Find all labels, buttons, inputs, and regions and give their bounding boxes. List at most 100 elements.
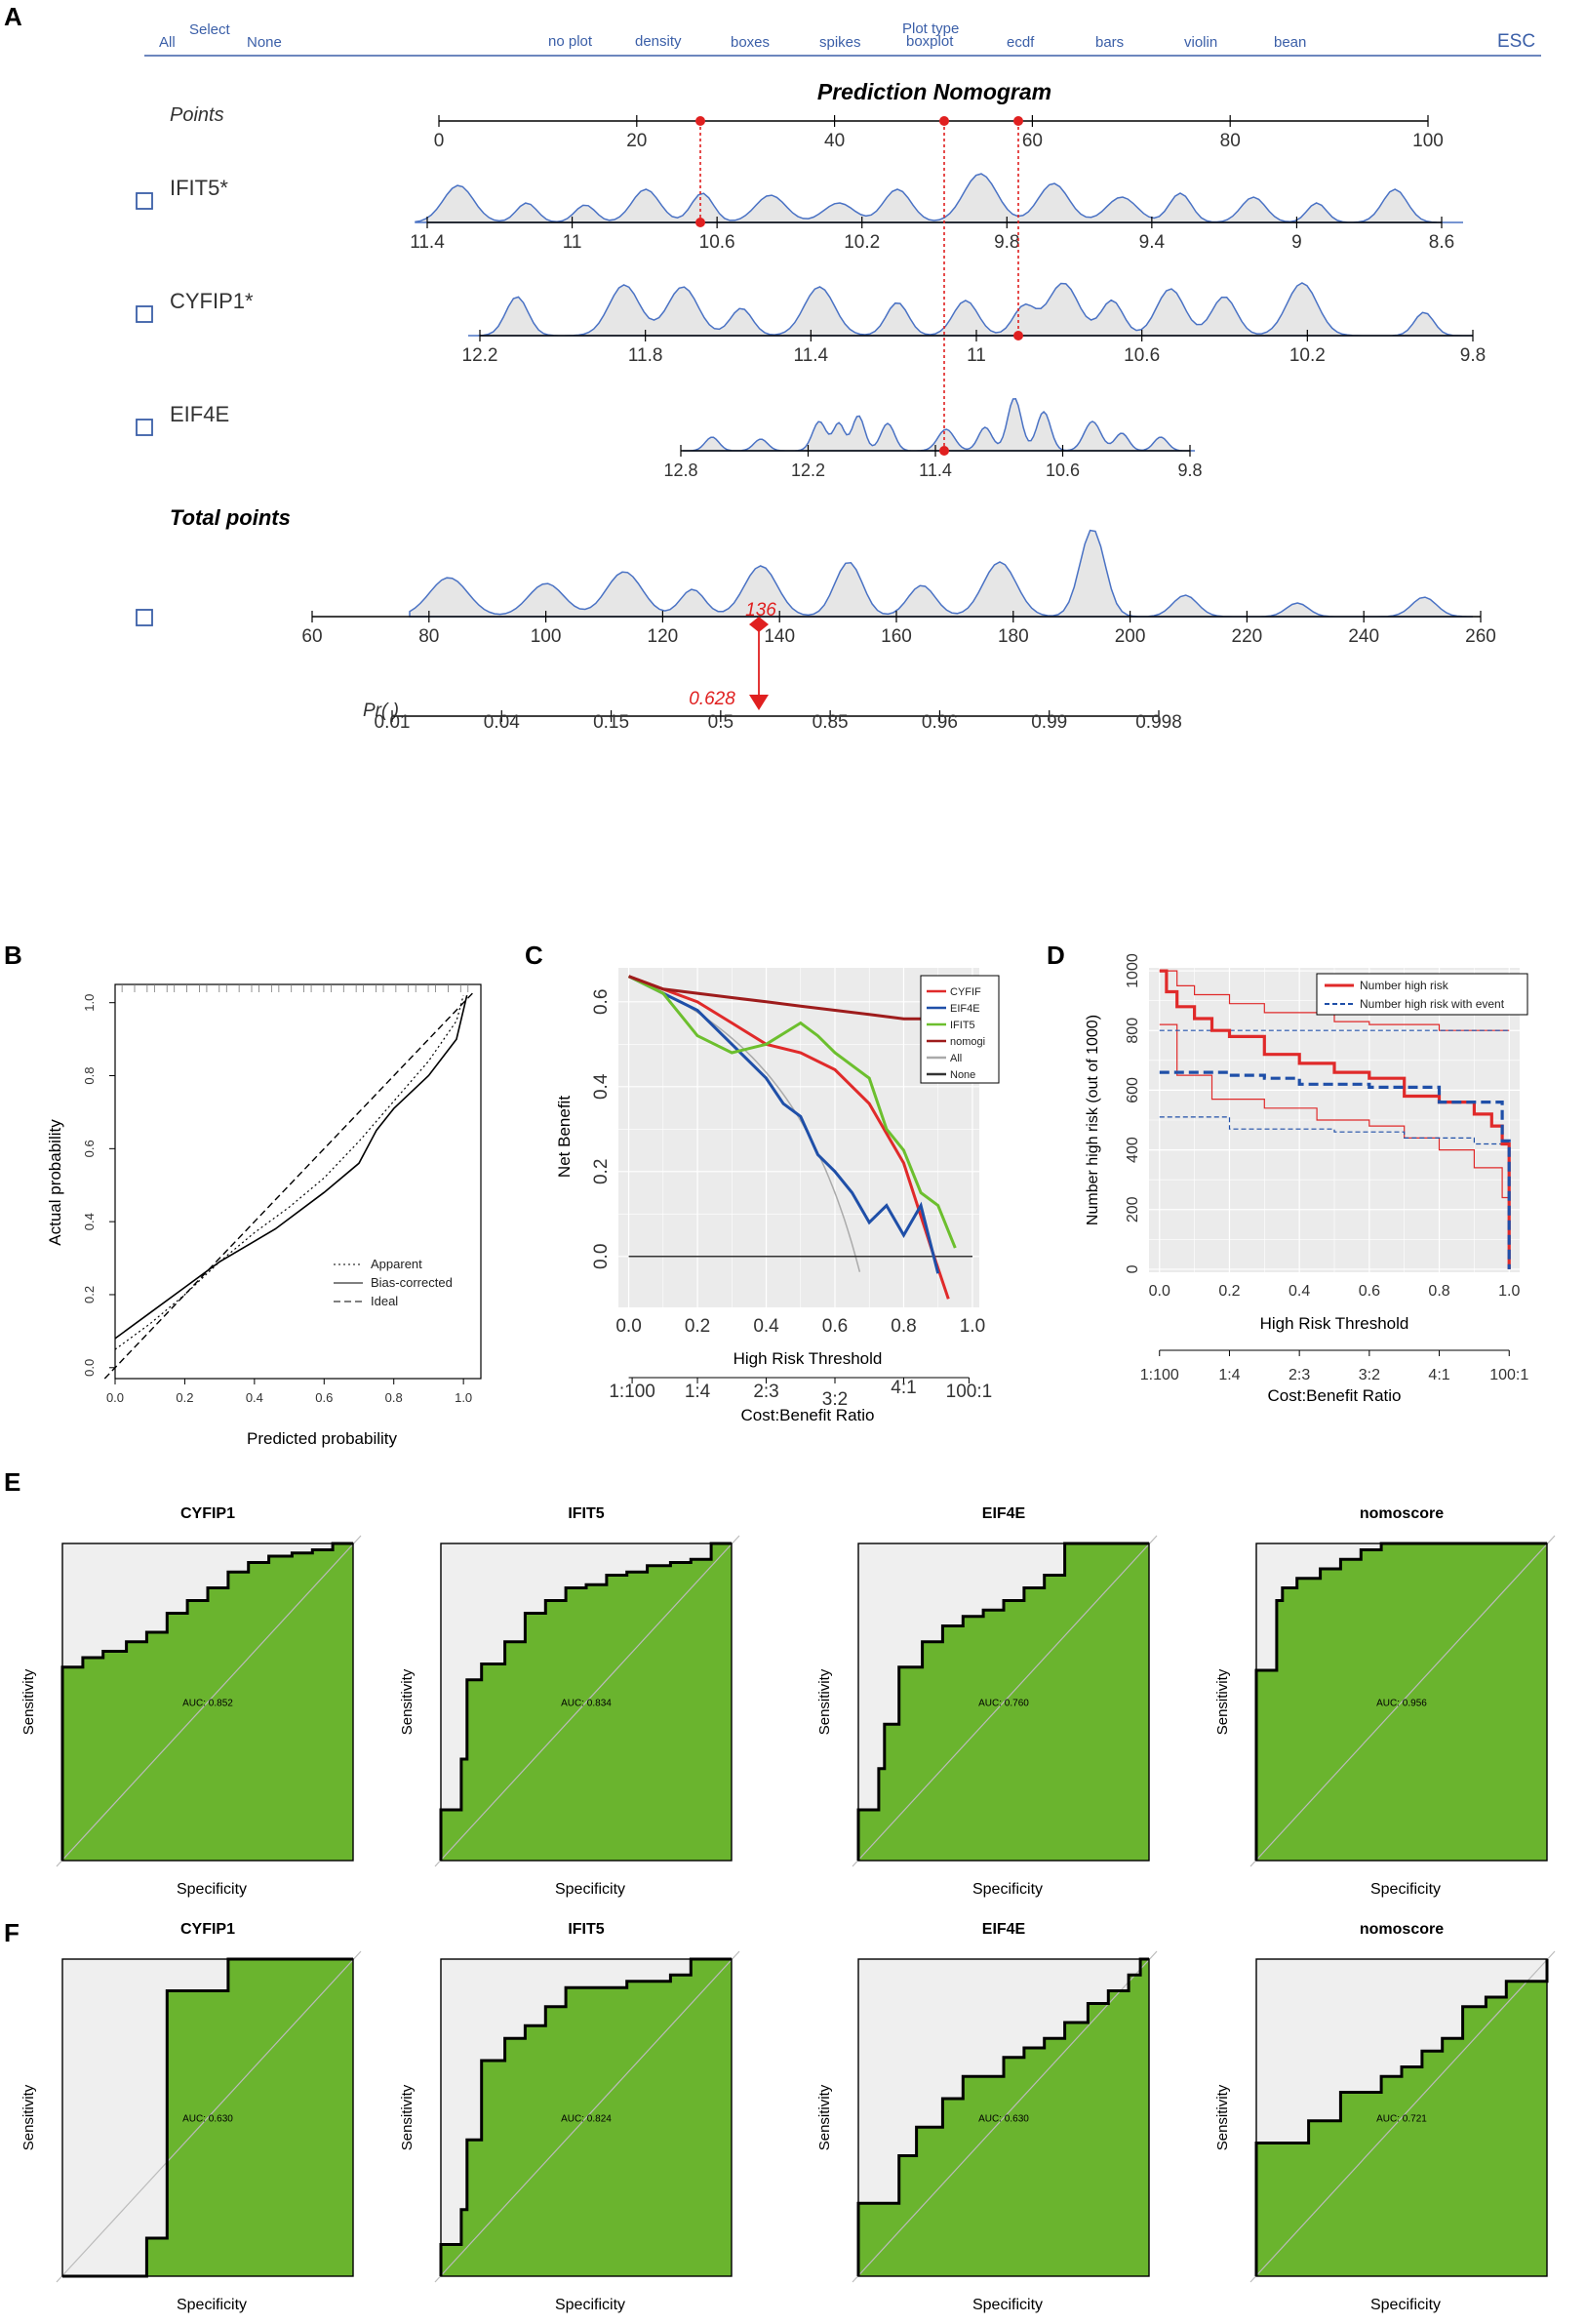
calibration-xlabel: Predicted probability xyxy=(247,1429,398,1448)
menu-none[interactable]: None xyxy=(247,34,282,51)
points-tick-label: 20 xyxy=(626,131,647,151)
calibration-xtick-label: 0.6 xyxy=(315,1390,333,1405)
cic-legend-label: Number high risk with event xyxy=(1360,997,1505,1011)
calibration-ytick-label: 0.6 xyxy=(82,1140,97,1157)
total-density xyxy=(409,529,1473,618)
roc-diagonal xyxy=(1249,1950,1556,2283)
cic-xlabel: High Risk Threshold xyxy=(1260,1314,1409,1333)
dca-ratio-label: 4:1 xyxy=(891,1378,916,1398)
cic-ytick-label: 400 xyxy=(1125,1137,1141,1163)
total-tick-label: 120 xyxy=(648,626,679,647)
marker-point xyxy=(1013,331,1023,341)
cyfip1-tick-label: 9.8 xyxy=(1460,345,1486,366)
dca-xtick-label: 0.8 xyxy=(891,1316,916,1337)
cic-ratio-label: 3:2 xyxy=(1359,1367,1380,1383)
total-points-checkbox[interactable] xyxy=(136,609,153,626)
roc-plot-ifit5: IFIT5 AUC: 0.834 Specificity Sensitivity xyxy=(399,1505,740,1898)
dca-legend-box xyxy=(920,975,1000,1084)
ifit5-tick-label: 9.4 xyxy=(1139,232,1166,253)
total-tick-label: 160 xyxy=(881,626,912,647)
ifit5-tick-label: 10.2 xyxy=(844,232,880,253)
ifit5-tick-label: 10.6 xyxy=(699,232,735,253)
ifit5-density xyxy=(415,173,1463,223)
menu-boxes[interactable]: boxes xyxy=(731,34,770,51)
menu-plot-type: Plot type xyxy=(902,20,959,37)
cic-ytick-label: 0 xyxy=(1125,1264,1141,1273)
cic-ratio-label: 4:1 xyxy=(1428,1367,1449,1383)
roc-xlabel: Specificity xyxy=(555,2297,625,2313)
roc-plot-ifit5: IFIT5 AUC: 0.824 Specificity Sensitivity xyxy=(399,1921,740,2313)
ifit5-checkbox[interactable] xyxy=(136,192,153,210)
prob-arrow xyxy=(749,695,769,710)
roc-ylabel: Sensitivity xyxy=(1214,2084,1231,2150)
calibration-xtick-label: 0.4 xyxy=(246,1390,263,1405)
points-tick-label: 0 xyxy=(434,131,445,151)
eif4e-tick-label: 12.2 xyxy=(791,461,825,480)
cic-ytick-label: 800 xyxy=(1125,1018,1141,1044)
roc-plot-cyfip1: CYFIP1 AUC: 0.630 Specificity Sensitivity xyxy=(20,1921,362,2313)
menu-bean[interactable]: bean xyxy=(1274,34,1306,51)
pr-tick-label: 0.04 xyxy=(484,712,520,733)
nomogram-scales: 0 20 40 60 80 100 11.4 11 10.6 10.2 9.8 9.4 9 8.6 12.2… xyxy=(301,115,1496,733)
cic-high-risk-upper xyxy=(1159,970,1510,1031)
menu-bars[interactable]: bars xyxy=(1095,34,1124,51)
cyfip1-tick-label: 11.4 xyxy=(794,345,829,366)
roc-title: nomoscore xyxy=(1360,1505,1444,1522)
cic-xtick-label: 0.6 xyxy=(1359,1283,1380,1300)
cyfip1-density xyxy=(468,282,1473,337)
total-tick-label: 200 xyxy=(1115,626,1146,647)
marker-point xyxy=(695,116,705,126)
calibration-plot-frame xyxy=(114,983,482,1380)
dca-ytick-label: 0.4 xyxy=(591,1073,612,1100)
menu-boxplot[interactable]: boxplot xyxy=(906,33,954,50)
roc-xlabel: Specificity xyxy=(555,1881,625,1898)
roc-diagonal xyxy=(852,1535,1158,1867)
roc-frame xyxy=(857,1543,1150,1862)
cyfip1-tick-label: 11 xyxy=(967,345,986,366)
roc-plot-nomoscore: nomoscore AUC: 0.721 Specificity Sensitivit… xyxy=(1214,1921,1556,2313)
calibration-ytick-label: 0.2 xyxy=(82,1286,97,1303)
panel-a: A All Select None no plot density boxes … xyxy=(4,2,1541,733)
pr-tick-label: 0.99 xyxy=(1031,712,1067,733)
prob-value-label: 0.628 xyxy=(689,689,735,709)
roc-xlabel: Specificity xyxy=(177,2297,247,2313)
roc-auc-label: AUC: 0.630 xyxy=(978,2114,1029,2125)
menu-no-plot[interactable]: no plot xyxy=(548,33,593,50)
calibration-line-apparent xyxy=(114,995,464,1350)
calibration-line-bias-corrected xyxy=(114,995,468,1340)
roc-curve xyxy=(1254,1959,1549,2276)
cyfip1-checkbox[interactable] xyxy=(136,305,153,323)
roc-curve xyxy=(439,1542,732,1861)
menu-violin[interactable]: violin xyxy=(1184,34,1217,51)
calibration-ytick-label: 0.8 xyxy=(82,1066,97,1084)
cyfip1-tick-label: 10.2 xyxy=(1289,345,1326,366)
roc-title: EIF4E xyxy=(982,1505,1026,1522)
roc-title: CYFIP1 xyxy=(180,1505,235,1522)
marker-point xyxy=(939,116,949,126)
eif4e-checkbox[interactable] xyxy=(136,419,153,436)
menu-density[interactable]: density xyxy=(635,33,682,50)
menu-esc[interactable]: ESC xyxy=(1497,31,1535,52)
cic-ytick-label: 1000 xyxy=(1125,953,1141,988)
cyfip1-tick-label: 12.2 xyxy=(462,345,498,366)
roc-title: CYFIP1 xyxy=(180,1921,235,1938)
eif4e-tick-label: 10.6 xyxy=(1046,461,1080,480)
menu-ecdf[interactable]: ecdf xyxy=(1007,34,1035,51)
total-tick-label: 100 xyxy=(531,626,562,647)
roc-ylabel: Sensitivity xyxy=(399,2084,416,2150)
pr-tick-label: 0.01 xyxy=(375,712,411,733)
dca-legend-label: nomogi xyxy=(950,1036,985,1048)
panel-b: B 0.0 0.2 0.4 0.6 0.8 1.0 0.0 0.2 0.4 0.6 0.8 1.0 P… xyxy=(4,941,482,1448)
roc-frame xyxy=(1255,1543,1548,1862)
pr-tick-label: 0.96 xyxy=(922,712,958,733)
roc-auc-label: AUC: 0.852 xyxy=(182,1699,233,1709)
ifit5-tick-label: 8.6 xyxy=(1429,232,1454,253)
dca-line-eif4e xyxy=(627,975,940,1274)
cyfip1-tick-label: 10.6 xyxy=(1124,345,1160,366)
menu-all[interactable]: All xyxy=(159,34,176,51)
points-tick-label: 80 xyxy=(1220,131,1241,151)
roc-curve xyxy=(439,1957,732,2276)
ifit5-tick-label: 9 xyxy=(1291,232,1302,253)
menu-spikes[interactable]: spikes xyxy=(819,34,861,51)
